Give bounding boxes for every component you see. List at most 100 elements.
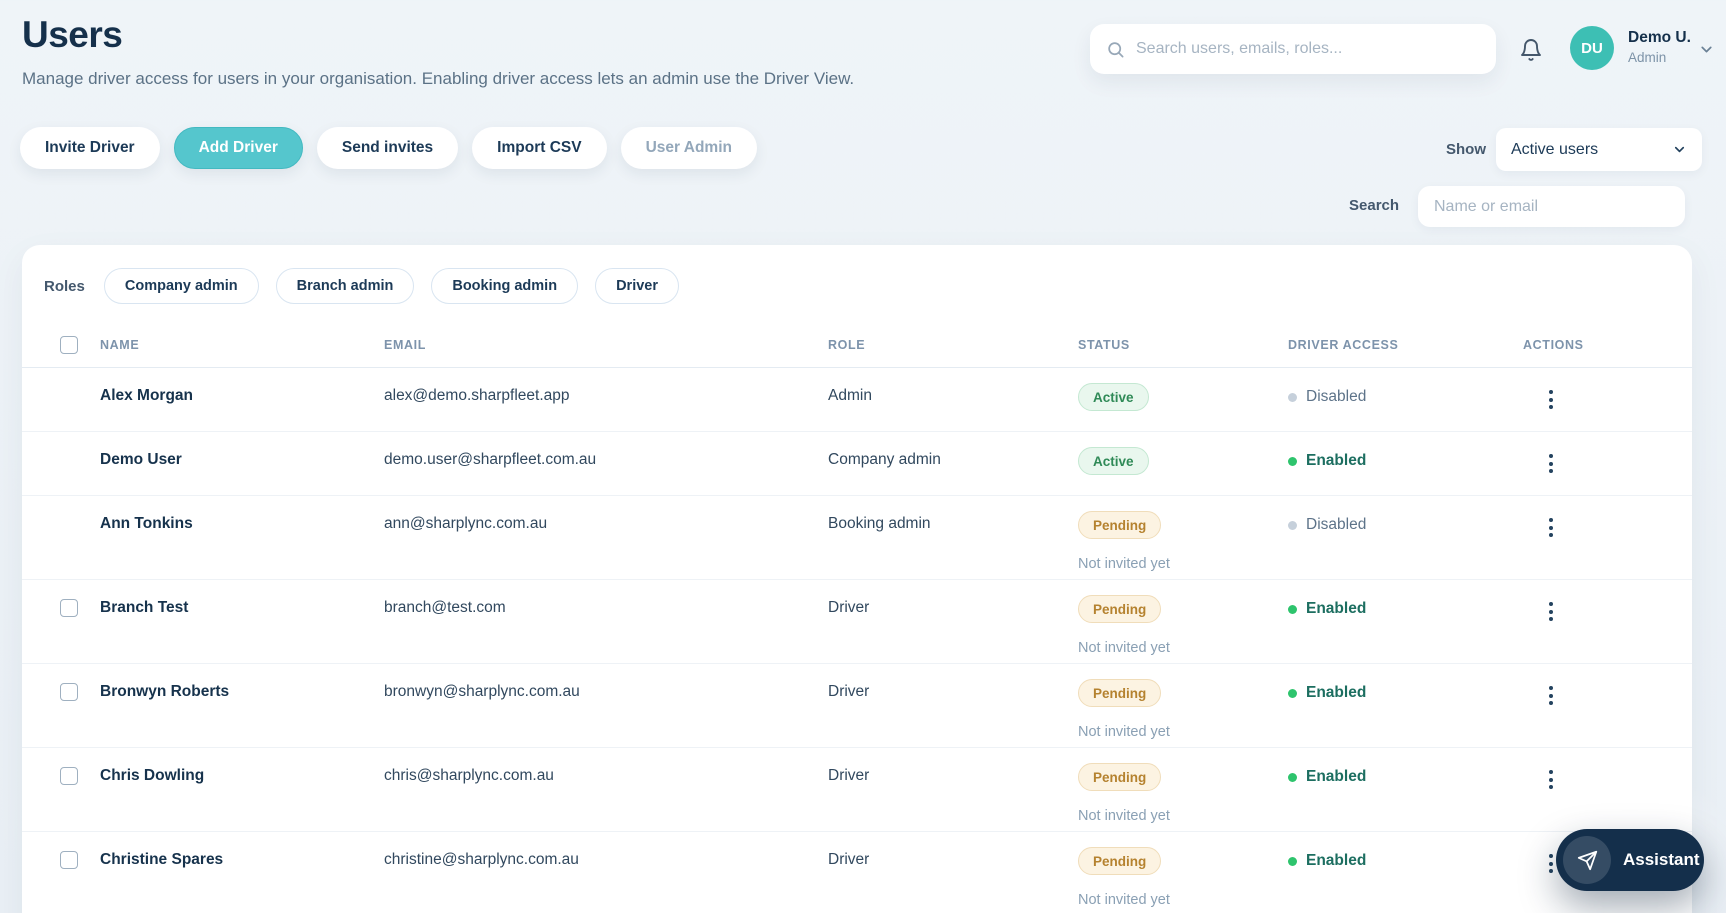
table-search-label: Search [1349,197,1400,214]
row-actions-kebab-icon[interactable] [1543,600,1559,623]
user-name: Demo U. [1628,29,1691,46]
driver-access-label: Enabled [1306,852,1367,869]
status-note: Not invited yet [1078,724,1170,740]
driver-access-dot-icon [1288,456,1297,466]
row-actions-kebab-icon[interactable] [1543,452,1559,475]
global-search-input[interactable] [1136,40,1480,58]
notifications-bell-icon[interactable] [1519,37,1545,63]
user-name-cell: Alex Morgan [100,387,194,404]
assistant-label: Assistant [1623,850,1700,869]
driver-access-cell: Enabled [1288,452,1523,470]
user-role-cell: Company admin [828,451,941,468]
user-name-cell: Branch Test [100,599,189,616]
user-menu-chevron-down-icon[interactable] [1698,40,1716,58]
user-email-cell: christine@sharplync.com.au [384,851,579,868]
user-name-cell: Christine Spares [100,851,224,868]
page-subtitle: Manage driver access for users in your o… [22,69,855,88]
row-checkbox[interactable] [60,599,78,617]
driver-access-label: Enabled [1306,684,1367,701]
user-email-cell: alex@demo.sharpfleet.app [384,387,570,404]
driver-access-cell: Enabled [1288,768,1523,786]
table-header: NAME EMAIL ROLE STATUS DRIVER ACCESS ACTIONS [22,323,1692,368]
row-actions-cell [1523,451,1692,475]
assistant-icon-circle [1563,836,1611,884]
global-search[interactable] [1090,24,1496,74]
user-email-cell: bronwyn@sharplync.com.au [384,683,580,700]
driver-access-dot-icon [1288,856,1297,866]
status-note: Not invited yet [1078,892,1170,908]
row-actions-cell [1523,515,1692,539]
driver-access-cell: Enabled [1288,600,1523,618]
toolbar-button-send-invites[interactable]: Send invites [316,127,459,169]
driver-access-label: Enabled [1306,768,1367,785]
roles-label: Roles [44,277,85,295]
user-name-cell: Chris Dowling [100,767,205,784]
user-name-cell: Bronwyn Roberts [100,683,230,700]
row-checkbox-cell [46,851,100,869]
user-email-cell: branch@test.com [384,599,506,616]
driver-access-dot-icon [1288,688,1297,698]
users-card: Roles Company admin Branch admin Booking a… [22,245,1692,913]
user-meta: Demo U. Admin [1628,29,1691,65]
row-checkbox[interactable] [60,683,78,701]
row-actions-kebab-icon[interactable] [1543,684,1559,707]
status-badge: Pending [1078,679,1162,707]
role-chip-branch-admin[interactable]: Branch admin [275,268,415,304]
table-row: Alex Morgan alex@demo.sharpfleet.app Admin… [22,368,1692,432]
row-actions-cell [1523,683,1692,707]
row-actions-kebab-icon[interactable] [1543,388,1559,411]
status-note: Not invited yet [1078,808,1170,824]
user-name-cell: Demo User [100,451,182,468]
driver-access-label: Disabled [1306,388,1367,405]
user-name-cell: Ann Tonkins [100,515,193,532]
column-header-name: NAME [100,338,140,352]
driver-access-dot-icon [1288,520,1297,530]
row-actions-cell [1523,851,1692,875]
toolbar-button-add-driver[interactable]: Add Driver [173,127,303,169]
row-actions-kebab-icon[interactable] [1543,516,1559,539]
user-status-cell: Active [1078,383,1288,411]
select-all-checkbox[interactable] [60,336,78,354]
user-role-cell: Driver [828,767,870,784]
table-search-input[interactable] [1418,186,1685,227]
role-chip-booking-admin[interactable]: Booking admin [431,268,579,304]
toolbar-button-invite-driver[interactable]: Invite Driver [20,127,160,169]
table-row: Branch Test branch@test.com Driver Pending N… [22,580,1692,664]
user-status-cell: Pending Not invited yet [1078,679,1288,740]
column-header-actions: ACTIONS [1523,338,1584,352]
driver-access-dot-icon [1288,392,1297,402]
toolbar-button-import-csv[interactable]: Import CSV [472,127,607,169]
row-checkbox-cell [46,683,100,701]
row-checkbox[interactable] [60,767,78,785]
column-header-email: EMAIL [384,338,427,352]
status-badge: Pending [1078,847,1162,875]
status-badge: Active [1078,447,1149,475]
role-chip-driver[interactable]: Driver [595,268,679,304]
user-status-cell: Pending Not invited yet [1078,847,1288,908]
send-icon [1577,850,1597,870]
status-badge: Active [1078,383,1149,411]
status-note: Not invited yet [1078,640,1170,656]
toolbar: Invite Driver Add Driver Send invites Impor… [20,127,757,169]
row-checkbox[interactable] [60,851,78,869]
driver-access-label: Disabled [1306,516,1367,533]
row-checkbox-cell [46,767,100,785]
row-actions-kebab-icon[interactable] [1543,768,1559,791]
driver-access-label: Enabled [1306,452,1367,469]
row-actions-kebab-icon[interactable] [1543,852,1559,875]
driver-access-dot-icon [1288,772,1297,782]
status-badge: Pending [1078,763,1162,791]
show-filter-select[interactable]: Active users [1496,128,1702,171]
table-row: Demo User demo.user@sharpfleet.com.au Comp… [22,432,1692,496]
table-row: Bronwyn Roberts bronwyn@sharplync.com.au D… [22,664,1692,748]
user-status-cell: Active [1078,447,1288,475]
avatar[interactable]: DU [1570,26,1614,70]
assistant-button[interactable]: Assistant [1516,769,1726,913]
toolbar-button-user-admin[interactable]: User Admin [620,127,757,169]
show-label: Show [1446,141,1486,158]
row-actions-cell [1523,387,1692,411]
driver-access-cell: Disabled [1288,516,1523,534]
user-email-cell: chris@sharplync.com.au [384,767,554,784]
role-chip-company-admin[interactable]: Company admin [103,268,259,304]
user-role-cell: Driver [828,683,870,700]
